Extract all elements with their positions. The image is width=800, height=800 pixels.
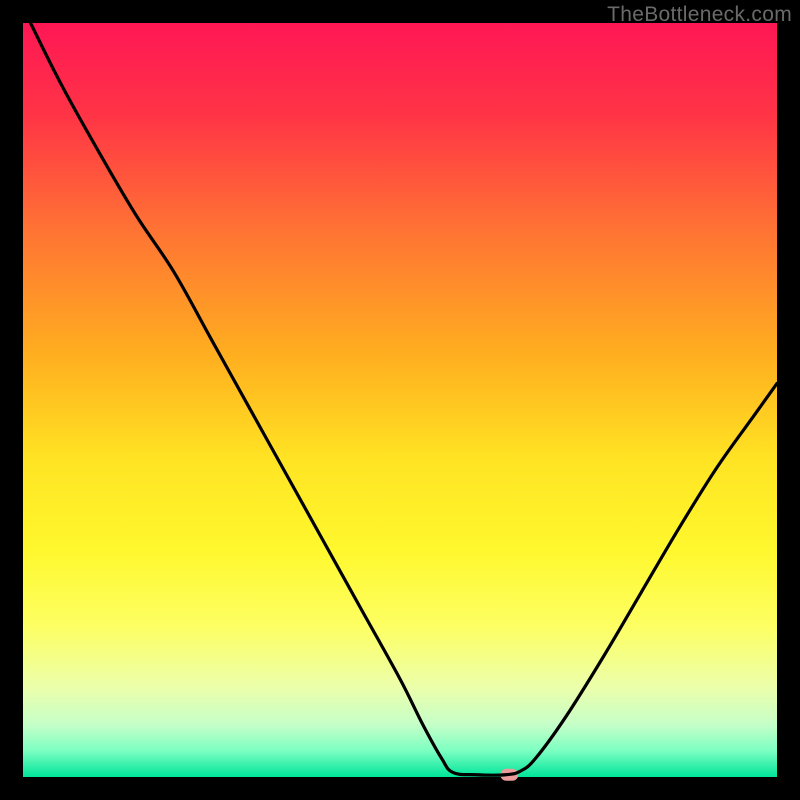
chart-background [23,23,777,777]
bottleneck-curve-chart [0,0,800,800]
chart-frame: TheBottleneck.com [0,0,800,800]
watermark-text: TheBottleneck.com [607,0,792,28]
